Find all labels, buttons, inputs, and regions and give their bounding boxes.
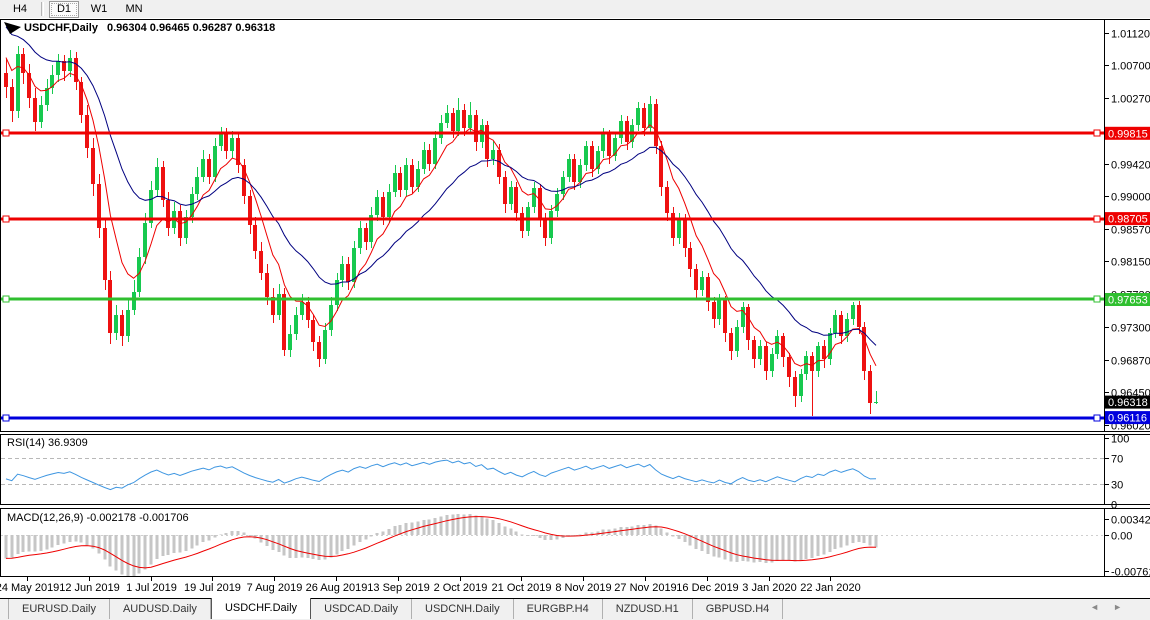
date-axis-label: 27 Nov 2019 [614,582,676,594]
timeframe-toolbar: H4 D1 W1 MN [0,0,1150,18]
timeframe-button-h4[interactable]: H4 [12,2,28,15]
ma-fast-line [5,57,877,367]
date-axis-label: 7 Aug 2019 [247,582,303,594]
hline-handle-icon[interactable] [2,414,10,422]
macd-signal-line [5,516,877,569]
hline-handle-icon[interactable] [1093,215,1101,223]
price-axis-label: 0.98150 [1111,257,1150,269]
price-marker-box[interactable] [1105,126,1150,140]
hline-handle-icon[interactable] [1093,129,1101,137]
price-axis-label: 1.00700 [1111,61,1150,73]
price-axis-label: 0.98570 [1111,225,1150,237]
macd-axis-label: -0.007615 [1111,567,1150,579]
macd-axis-label: 0.00 [1111,531,1132,543]
price-marker-box[interactable] [1105,395,1150,409]
tab-eurusd-daily[interactable]: EURUSD.Daily [8,599,110,619]
toolbar-separator [41,2,44,16]
tab-eurgbp-h4[interactable]: EURGBP.H4 [514,599,603,619]
date-axis-label: 22 Jan 2020 [800,582,861,594]
tabs-scroll-right-icon[interactable]: ► [1113,602,1136,612]
rsi-panel [0,434,1105,505]
hline-handle-icon[interactable] [1093,414,1101,422]
chart-shift-arrow-icon[interactable] [4,22,21,34]
macd-indicator-label: MACD(12,26,9) -0.002178 -0.001706 [7,512,189,524]
date-axis-label: 8 Nov 2019 [555,582,611,594]
price-axis-label: 0.99420 [1111,160,1150,172]
chart-symbol-label: USDCHF,Daily [24,22,98,34]
tab-usdcad-daily[interactable]: USDCAD.Daily [311,599,413,619]
tab-usdcnh-daily[interactable]: USDCNH.Daily [412,599,514,619]
tab-nzdusd-h1[interactable]: NZDUSD.H1 [603,599,693,619]
timeframe-button-mn[interactable]: MN [125,2,143,15]
price-marker-label: 0.96116 [1108,413,1147,425]
price-marker-box[interactable] [1105,293,1150,306]
date-axis-label: 26 Aug 2019 [306,582,368,594]
macd-axis-label: 0.003428 [1111,515,1150,527]
price-marker-label: 0.99815 [1108,128,1148,140]
price-marker-box[interactable] [1105,212,1150,226]
date-axis-label: 16 Dec 2019 [676,582,738,594]
tab-audusd-daily[interactable]: AUDUSD.Daily [110,599,211,619]
price-marker-label: 0.97653 [1108,295,1148,307]
hline-handle-icon[interactable] [2,129,10,137]
price-axis-label: 1.00270 [1111,94,1150,106]
candles-layer [4,46,878,416]
chart-ohlc-values: 0.96304 0.96465 0.96287 0.96318 [106,22,276,34]
price-marker-label: 0.96318 [1108,397,1148,409]
tabs-scroll-left-icon[interactable]: ◄ [1090,602,1114,612]
price-axis-label: 0.99000 [1111,192,1150,204]
rsi-axis-label: 30 [1111,480,1123,492]
date-axis-label: 2 Oct 2019 [434,582,488,594]
symbol-tab-bar: EURUSD.Daily AUDUSD.Daily USDCHF.Daily USDC… [0,598,1150,620]
rsi-axis-label: 0 [1111,500,1117,512]
date-axis-label: 24 May 2019 [0,582,59,594]
date-axis-label: 12 Jun 2019 [59,582,120,594]
rsi-indicator-label: RSI(14) 36.9309 [7,437,88,449]
macd-histogram [4,513,878,576]
date-axis-label: 1 Jul 2019 [126,582,177,594]
price-axis-label: 1.01120 [1111,29,1150,41]
ma-slow-line [5,26,877,346]
price-axis-label: 0.96870 [1111,356,1150,368]
hline-handle-icon[interactable] [1093,295,1101,303]
price-axis-label: 0.97300 [1111,323,1150,335]
hline-handle-icon[interactable] [2,215,10,223]
hline-handle-icon[interactable] [2,295,10,303]
tab-gbpusd-h4[interactable]: GBPUSD.H4 [693,599,784,619]
timeframe-button-w1[interactable]: W1 [90,2,108,15]
chart-title: USDCHF,Daily 0.96304 0.96465 0.96287 0.96… [24,22,275,34]
rsi-axis-label: 100 [1111,434,1129,446]
tab-scroll-arrows: ◄► [1090,602,1136,612]
timeframe-button-d1[interactable]: D1 [49,0,79,18]
tab-usdchf-daily[interactable]: USDCHF.Daily [210,598,312,619]
rsi-axis-label: 70 [1111,454,1123,466]
rsi-line [5,459,877,491]
price-marker-box[interactable] [1105,411,1150,425]
date-axis-label: 3 Jan 2020 [742,582,796,594]
date-axis-label: 21 Oct 2019 [492,582,552,594]
date-axis-label: 13 Sep 2019 [367,582,429,594]
date-axis-label: 19 Jul 2019 [184,582,241,594]
price-marker-label: 0.98705 [1108,214,1148,226]
